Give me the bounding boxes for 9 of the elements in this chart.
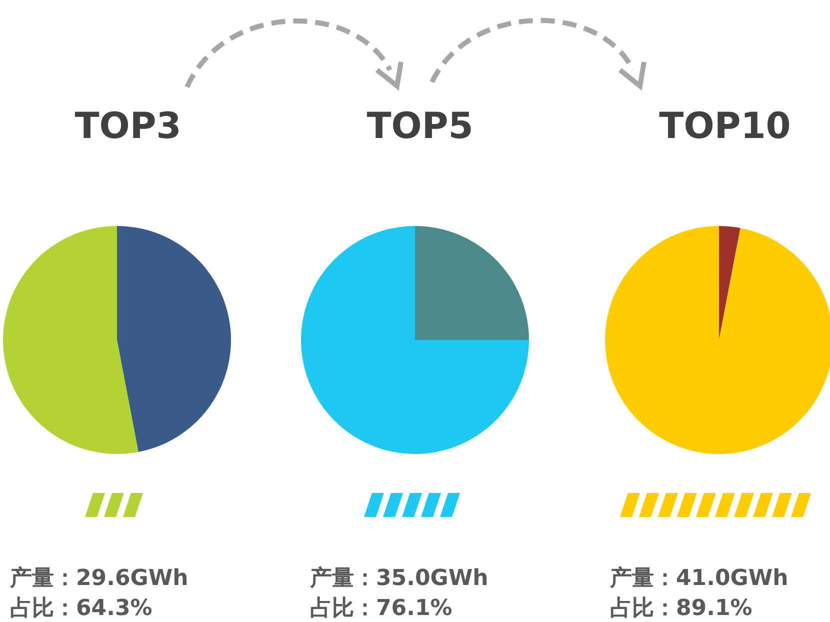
text: 产量：41.0GWh: [610, 565, 788, 593]
text: 占比：89.1%: [610, 595, 752, 622]
chart-title: TOP3: [74, 106, 182, 147]
chart-title: TOP10: [658, 106, 792, 147]
text: 占比：76.1%: [310, 595, 452, 622]
text: 产量：29.6GWh: [10, 565, 188, 593]
text: 占比：64.3%: [10, 595, 152, 622]
text: 产量：35.0GWh: [310, 565, 488, 593]
chart-title: TOP5: [366, 106, 474, 147]
